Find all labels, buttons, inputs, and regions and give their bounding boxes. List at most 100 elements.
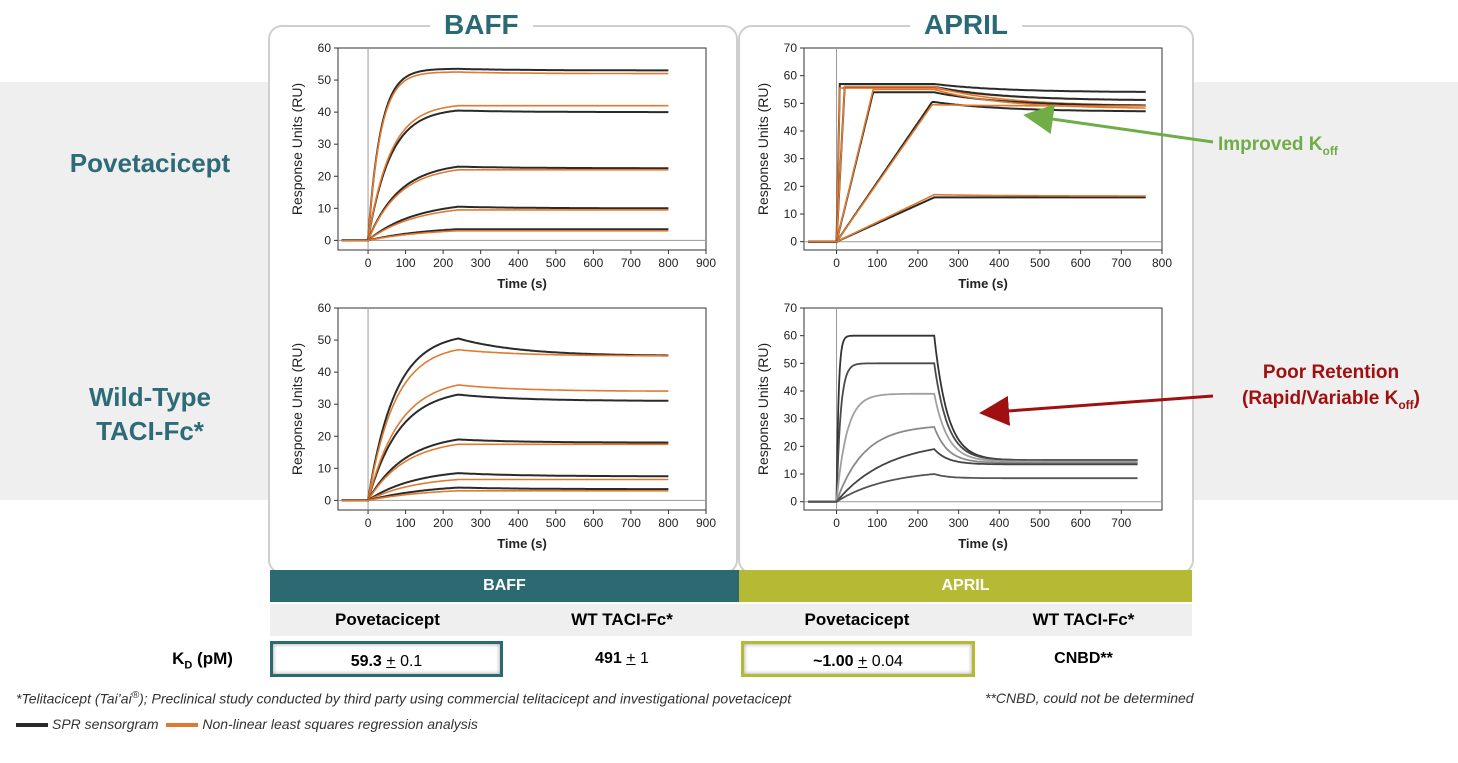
april-title: APRIL (910, 11, 1022, 39)
legend: SPR sensorgram Non-linear least squares … (16, 716, 478, 732)
footnote-left-reg: ® (131, 690, 140, 701)
y-tick-label: 50 (784, 356, 798, 370)
footnote-cnbd: **CNBD, could not be determined (985, 690, 1194, 706)
kd-sub: D (184, 659, 193, 672)
x-tick-label: 500 (546, 256, 566, 270)
poor-retention-arrow (979, 394, 1214, 426)
col-header-baff-povetacicept: Povetacicept (335, 610, 440, 629)
sensorgram-conc-2 (341, 393, 669, 502)
sensorgram-conc-4 (341, 205, 669, 242)
x-tick-label: 0 (365, 516, 372, 530)
baff-title: BAFF (430, 11, 533, 39)
sensorgram-conc-5 (808, 196, 1146, 243)
y-tick-label: 30 (318, 137, 332, 151)
x-tick-label: 700 (1111, 256, 1131, 270)
y-tick-label: 0 (790, 495, 797, 509)
sensorgram-conc-2 (341, 109, 669, 242)
x-tick-label: 0 (833, 256, 840, 270)
x-axis-label: Time (s) (497, 276, 547, 291)
kd-value-1-pm: + (386, 653, 396, 670)
col-header-april-povetacicept: Povetacicept (804, 610, 910, 629)
x-tick-label: 500 (546, 516, 566, 530)
x-tick-label: 100 (867, 256, 887, 270)
x-tick-label: 300 (949, 516, 969, 530)
footnote-left-suffix: ); Preclinical study conducted by third … (139, 690, 792, 707)
poor-retention-line1: Poor Retention (1262, 362, 1400, 383)
table-subheader-row (270, 604, 1192, 636)
y-tick-label: 20 (318, 169, 332, 183)
kd-label: K (172, 649, 185, 668)
kd-value-1-main: 59.3 (350, 653, 382, 670)
y-tick-label: 20 (784, 179, 798, 193)
fit-conc-3 (341, 443, 669, 502)
sensorgram-conc-1 (808, 83, 1146, 243)
y-tick-label: 70 (784, 41, 798, 55)
x-tick-label: 0 (365, 256, 372, 270)
row-label-povetacicept: Povetacicept (69, 148, 231, 178)
fit-conc-2 (341, 104, 669, 242)
kd-value-3-err: 0.04 (867, 653, 903, 670)
chart-april-wild-type: 0 100 200 300 400 500 600 700 0 10 20 30 40 50 60 70 Res… (755, 301, 1163, 551)
fit-conc-5 (341, 230, 669, 242)
y-tick-label: 50 (784, 96, 798, 110)
x-tick-label: 700 (621, 256, 641, 270)
x-axis-label: Time (s) (958, 276, 1008, 291)
y-axis-label: Response Units (RU) (755, 83, 771, 215)
row-label-wild-type: Wild-Type TACI-Fc* (40, 380, 260, 448)
y-tick-label: 60 (318, 301, 332, 315)
fit-conc-1 (341, 348, 669, 502)
improved-koff-arrow (1023, 104, 1214, 144)
y-axis-label: Response Units (RU) (289, 343, 305, 475)
y-tick-label: 10 (318, 461, 332, 475)
kd-value-3-main: ~1.00 (813, 653, 854, 670)
x-tick-label: 600 (583, 256, 603, 270)
table-header-april: APRIL (739, 570, 1192, 602)
y-tick-label: 40 (318, 365, 332, 379)
sensorgram-conc-5 (808, 448, 1138, 503)
x-tick-label: 300 (949, 256, 969, 270)
footnote-left-prefix: *Telitacicept (Tai’ai (16, 690, 132, 707)
x-tick-label: 600 (1071, 516, 1091, 530)
sensorgram-conc-2 (808, 362, 1138, 503)
fit-conc-2 (341, 384, 669, 502)
y-tick-label: 50 (318, 333, 332, 347)
x-tick-label: 200 (433, 516, 453, 530)
footnote-telitacicept: *Telitacicept (Tai’ai®); Preclinical stu… (16, 690, 791, 707)
y-tick-label: 40 (318, 105, 332, 119)
y-tick-label: 70 (784, 301, 798, 315)
x-tick-label: 500 (1030, 256, 1050, 270)
x-tick-label: 800 (658, 256, 678, 270)
col-header-baff-wt: WT TACI-Fc* (571, 610, 673, 629)
sensorgram-conc-3 (341, 438, 669, 502)
sensorgram-conc-3 (808, 392, 1138, 503)
x-axis-label: Time (s) (958, 536, 1008, 551)
y-tick-label: 20 (784, 439, 798, 453)
y-tick-label: 40 (784, 124, 798, 138)
improved-koff-sub: off (1322, 143, 1338, 158)
y-tick-label: 30 (784, 412, 798, 426)
fit-conc-5 (341, 490, 669, 502)
y-tick-label: 10 (784, 207, 798, 221)
x-tick-label: 700 (621, 516, 641, 530)
x-tick-label: 300 (471, 256, 491, 270)
kd-value-april-povetacicept: ~1.00 + 0.04 (741, 641, 975, 677)
sensorgram-conc-5 (341, 486, 669, 502)
fit-conc-4 (341, 478, 669, 502)
x-tick-label: 0 (833, 516, 840, 530)
row-label-wild-type-line2: TACI-Fc* (96, 416, 204, 446)
table-header-baff: BAFF (270, 570, 739, 602)
poor-retention-close: ) (1413, 388, 1420, 409)
kd-value-3-pm: + (858, 653, 868, 670)
sensorgram-conc-1 (341, 67, 669, 242)
kd-value-2-main: 491 (595, 650, 622, 667)
x-tick-label: 600 (1071, 256, 1091, 270)
x-tick-label: 200 (908, 256, 928, 270)
kd-unit: (pM) (192, 649, 233, 668)
legend-sensor-label: SPR sensorgram (52, 716, 159, 732)
sensorgram-conc-4 (341, 472, 669, 502)
x-tick-label: 400 (989, 256, 1009, 270)
y-tick-label: 0 (790, 235, 797, 249)
x-axis-label: Time (s) (497, 536, 547, 551)
y-tick-label: 10 (784, 467, 798, 481)
